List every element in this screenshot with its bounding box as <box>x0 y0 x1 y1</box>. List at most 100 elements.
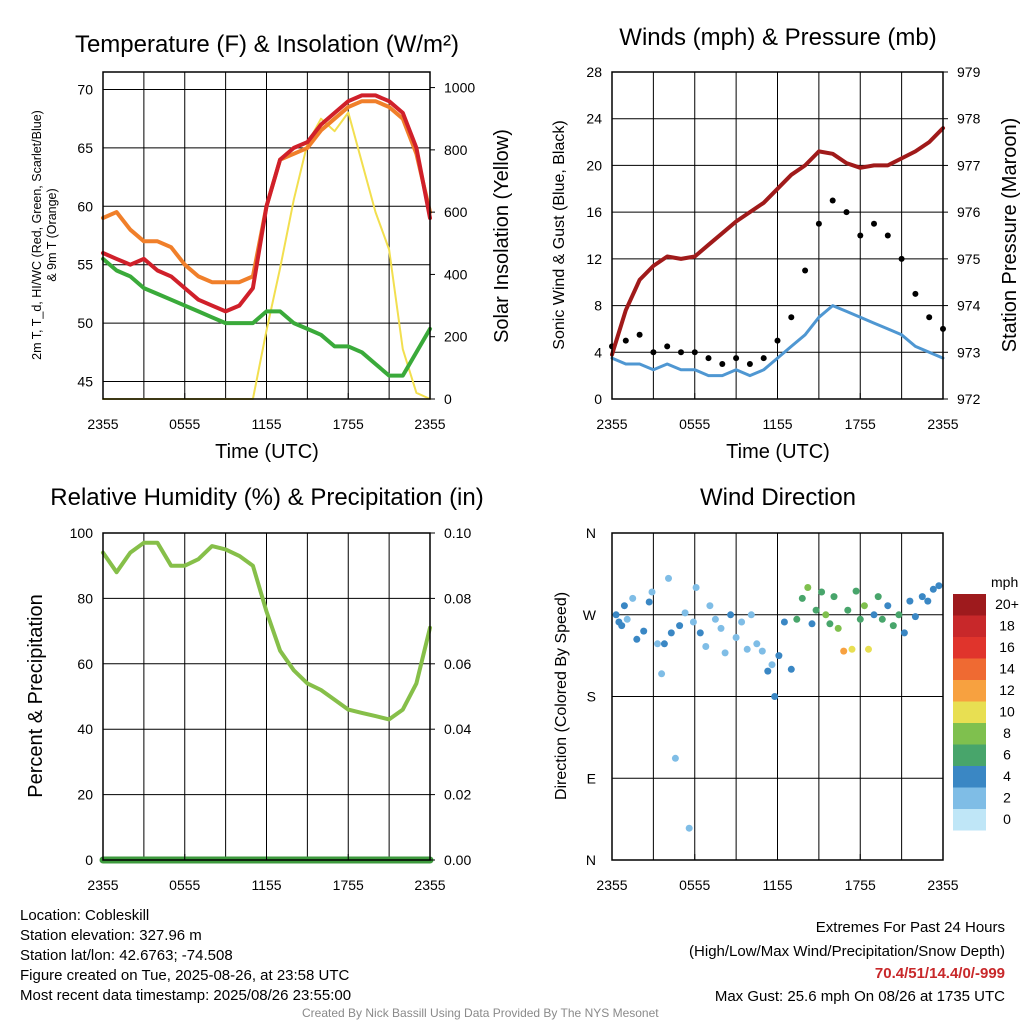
wind-gust-point <box>719 361 726 367</box>
dir-point <box>696 629 704 637</box>
dir-y-tick-label: W <box>583 607 597 623</box>
rh-y2-tick-label: 0.00 <box>444 852 471 868</box>
wind-y-tick-label: 28 <box>586 64 602 80</box>
dir-point <box>667 629 675 637</box>
rh-y2-tick-label: 0.08 <box>444 590 471 606</box>
extremes-values: 70.4/51/14.4/0/-999 <box>874 965 1005 982</box>
dir-series <box>612 574 943 832</box>
dir-point <box>764 667 772 675</box>
dir-ylabel-left: Direction (Colored By Speed) <box>553 592 570 800</box>
dir-point <box>623 615 631 623</box>
wind-y2-tick-label: 978 <box>957 111 981 127</box>
dir-point <box>848 645 856 653</box>
rh-y-tick-label: 0 <box>85 852 93 868</box>
rh-panel: Relative Humidity (%) & Precipitation (i… <box>25 484 484 893</box>
dir-point <box>747 611 755 619</box>
wind-gust-point <box>912 290 919 297</box>
credit-text: Created By Nick Bassill Using Data Provi… <box>302 1006 659 1020</box>
colorbar-swatch <box>953 809 986 831</box>
dir-point <box>895 611 903 619</box>
dir-x-tick-label: 1755 <box>845 877 876 893</box>
dir-point <box>768 661 776 669</box>
max-gust-text: Max Gust: 25.6 mph On 08/26 at 1735 UTC <box>714 988 1005 1005</box>
temp-title: Temperature (F) & Insolation (W/m²) <box>75 31 459 58</box>
dir-point <box>727 611 735 619</box>
extremes-subtitle: (High/Low/Max Wind/Precipitation/Snow De… <box>689 943 1005 960</box>
wind-ticks: 2355 0555 1155 1755 2355 0 4 8 12 16 20 24 28 972 973 9… <box>586 64 980 432</box>
wind-gust-point <box>802 267 809 274</box>
dir-point <box>633 635 641 643</box>
temp-ylabel-left-line1: 2m T, T_d, HI/WC (Red, Green, Scarlet/Bl… <box>30 110 44 360</box>
temp-x-tick-label: 2355 <box>87 416 118 432</box>
temp-y2-tick-label: 200 <box>444 329 468 345</box>
dir-point <box>900 629 908 637</box>
colorbar-label: 20+ <box>995 596 1019 612</box>
dir-point <box>732 634 740 641</box>
temp-y2-tick-label: 800 <box>444 142 468 158</box>
rh-x-tick-label: 1755 <box>333 877 364 893</box>
dir-point <box>689 618 697 626</box>
wind-y-tick-label: 16 <box>586 204 602 220</box>
wind-series <box>609 126 946 378</box>
wind-y2-tick-label: 977 <box>957 157 981 173</box>
wind-gust-point <box>857 232 864 239</box>
dir-x-tick-label: 1155 <box>762 877 792 893</box>
dir-point <box>856 615 864 623</box>
wind-gust-point <box>760 355 767 362</box>
dir-point <box>822 611 830 619</box>
rh-x-tick-label: 1155 <box>251 877 281 893</box>
temp-y2-tick-label: 400 <box>444 266 468 282</box>
dir-point <box>620 602 628 610</box>
wind-gust-point <box>871 220 877 227</box>
colorbar-label: 4 <box>1003 768 1011 784</box>
dir-title: Wind Direction <box>700 484 856 511</box>
dir-y-tick-label: N <box>586 525 596 541</box>
dir-point <box>840 647 848 655</box>
dir-y-tick-label: E <box>587 770 596 786</box>
rh-y2-tick-label: 0.06 <box>444 656 471 672</box>
dir-point <box>929 585 937 593</box>
rh-title: Relative Humidity (%) & Precipitation (i… <box>50 484 483 511</box>
dir-point <box>812 606 820 614</box>
temp-ylabel-left-line2: & 9m T (Orange) <box>45 188 59 281</box>
colorbar-swatch <box>953 701 986 723</box>
dir-point <box>648 588 656 596</box>
rh-y-tick-label: 100 <box>70 525 94 541</box>
dir-point <box>738 618 746 626</box>
dir-point <box>743 645 751 653</box>
colorbar-swatch <box>953 594 986 616</box>
colorbar-label: 14 <box>999 661 1015 677</box>
dir-point <box>721 649 729 657</box>
dir-point <box>874 593 882 601</box>
dir-point <box>612 611 620 619</box>
dir-x-tick-label: 2355 <box>596 877 627 893</box>
temp-ticks: 2355 0555 1155 1755 2355 45 50 55 60 65 70 0 200 400 6… <box>77 80 475 432</box>
wind-gust-point <box>705 355 712 362</box>
recent-timestamp-text: Most recent data timestamp: 2025/08/26 2… <box>20 987 352 1004</box>
wind-gust-point <box>733 355 740 362</box>
dir-point <box>711 615 719 623</box>
temp-xlabel: Time (UTC) <box>215 441 319 463</box>
rh-y-tick-label: 20 <box>77 787 93 803</box>
rh-y2-tick-label: 0.10 <box>444 525 471 541</box>
dir-point <box>870 611 878 619</box>
wind-ylabel-left: Sonic Wind & Gust (Blue, Black) <box>551 120 568 349</box>
dir-point <box>826 620 834 628</box>
colorbar-swatch <box>953 637 986 659</box>
dir-point <box>676 622 684 630</box>
dir-point <box>793 615 801 623</box>
dir-y-tick-label: N <box>586 852 596 868</box>
dir-point <box>618 622 626 630</box>
temp-series-2m-t <box>101 93 432 314</box>
colorbar-label: 18 <box>999 618 1015 634</box>
dir-point <box>878 615 886 623</box>
wind-gust-point <box>926 314 933 321</box>
wind-gust-point <box>746 361 753 367</box>
dir-point <box>787 665 795 673</box>
wind-y2-tick-label: 976 <box>957 204 981 220</box>
temp-y2-tick-label: 600 <box>444 204 468 220</box>
dir-point <box>753 640 761 648</box>
colorbar-swatch <box>953 723 986 745</box>
dir-point <box>640 627 648 635</box>
dir-point <box>780 618 788 626</box>
